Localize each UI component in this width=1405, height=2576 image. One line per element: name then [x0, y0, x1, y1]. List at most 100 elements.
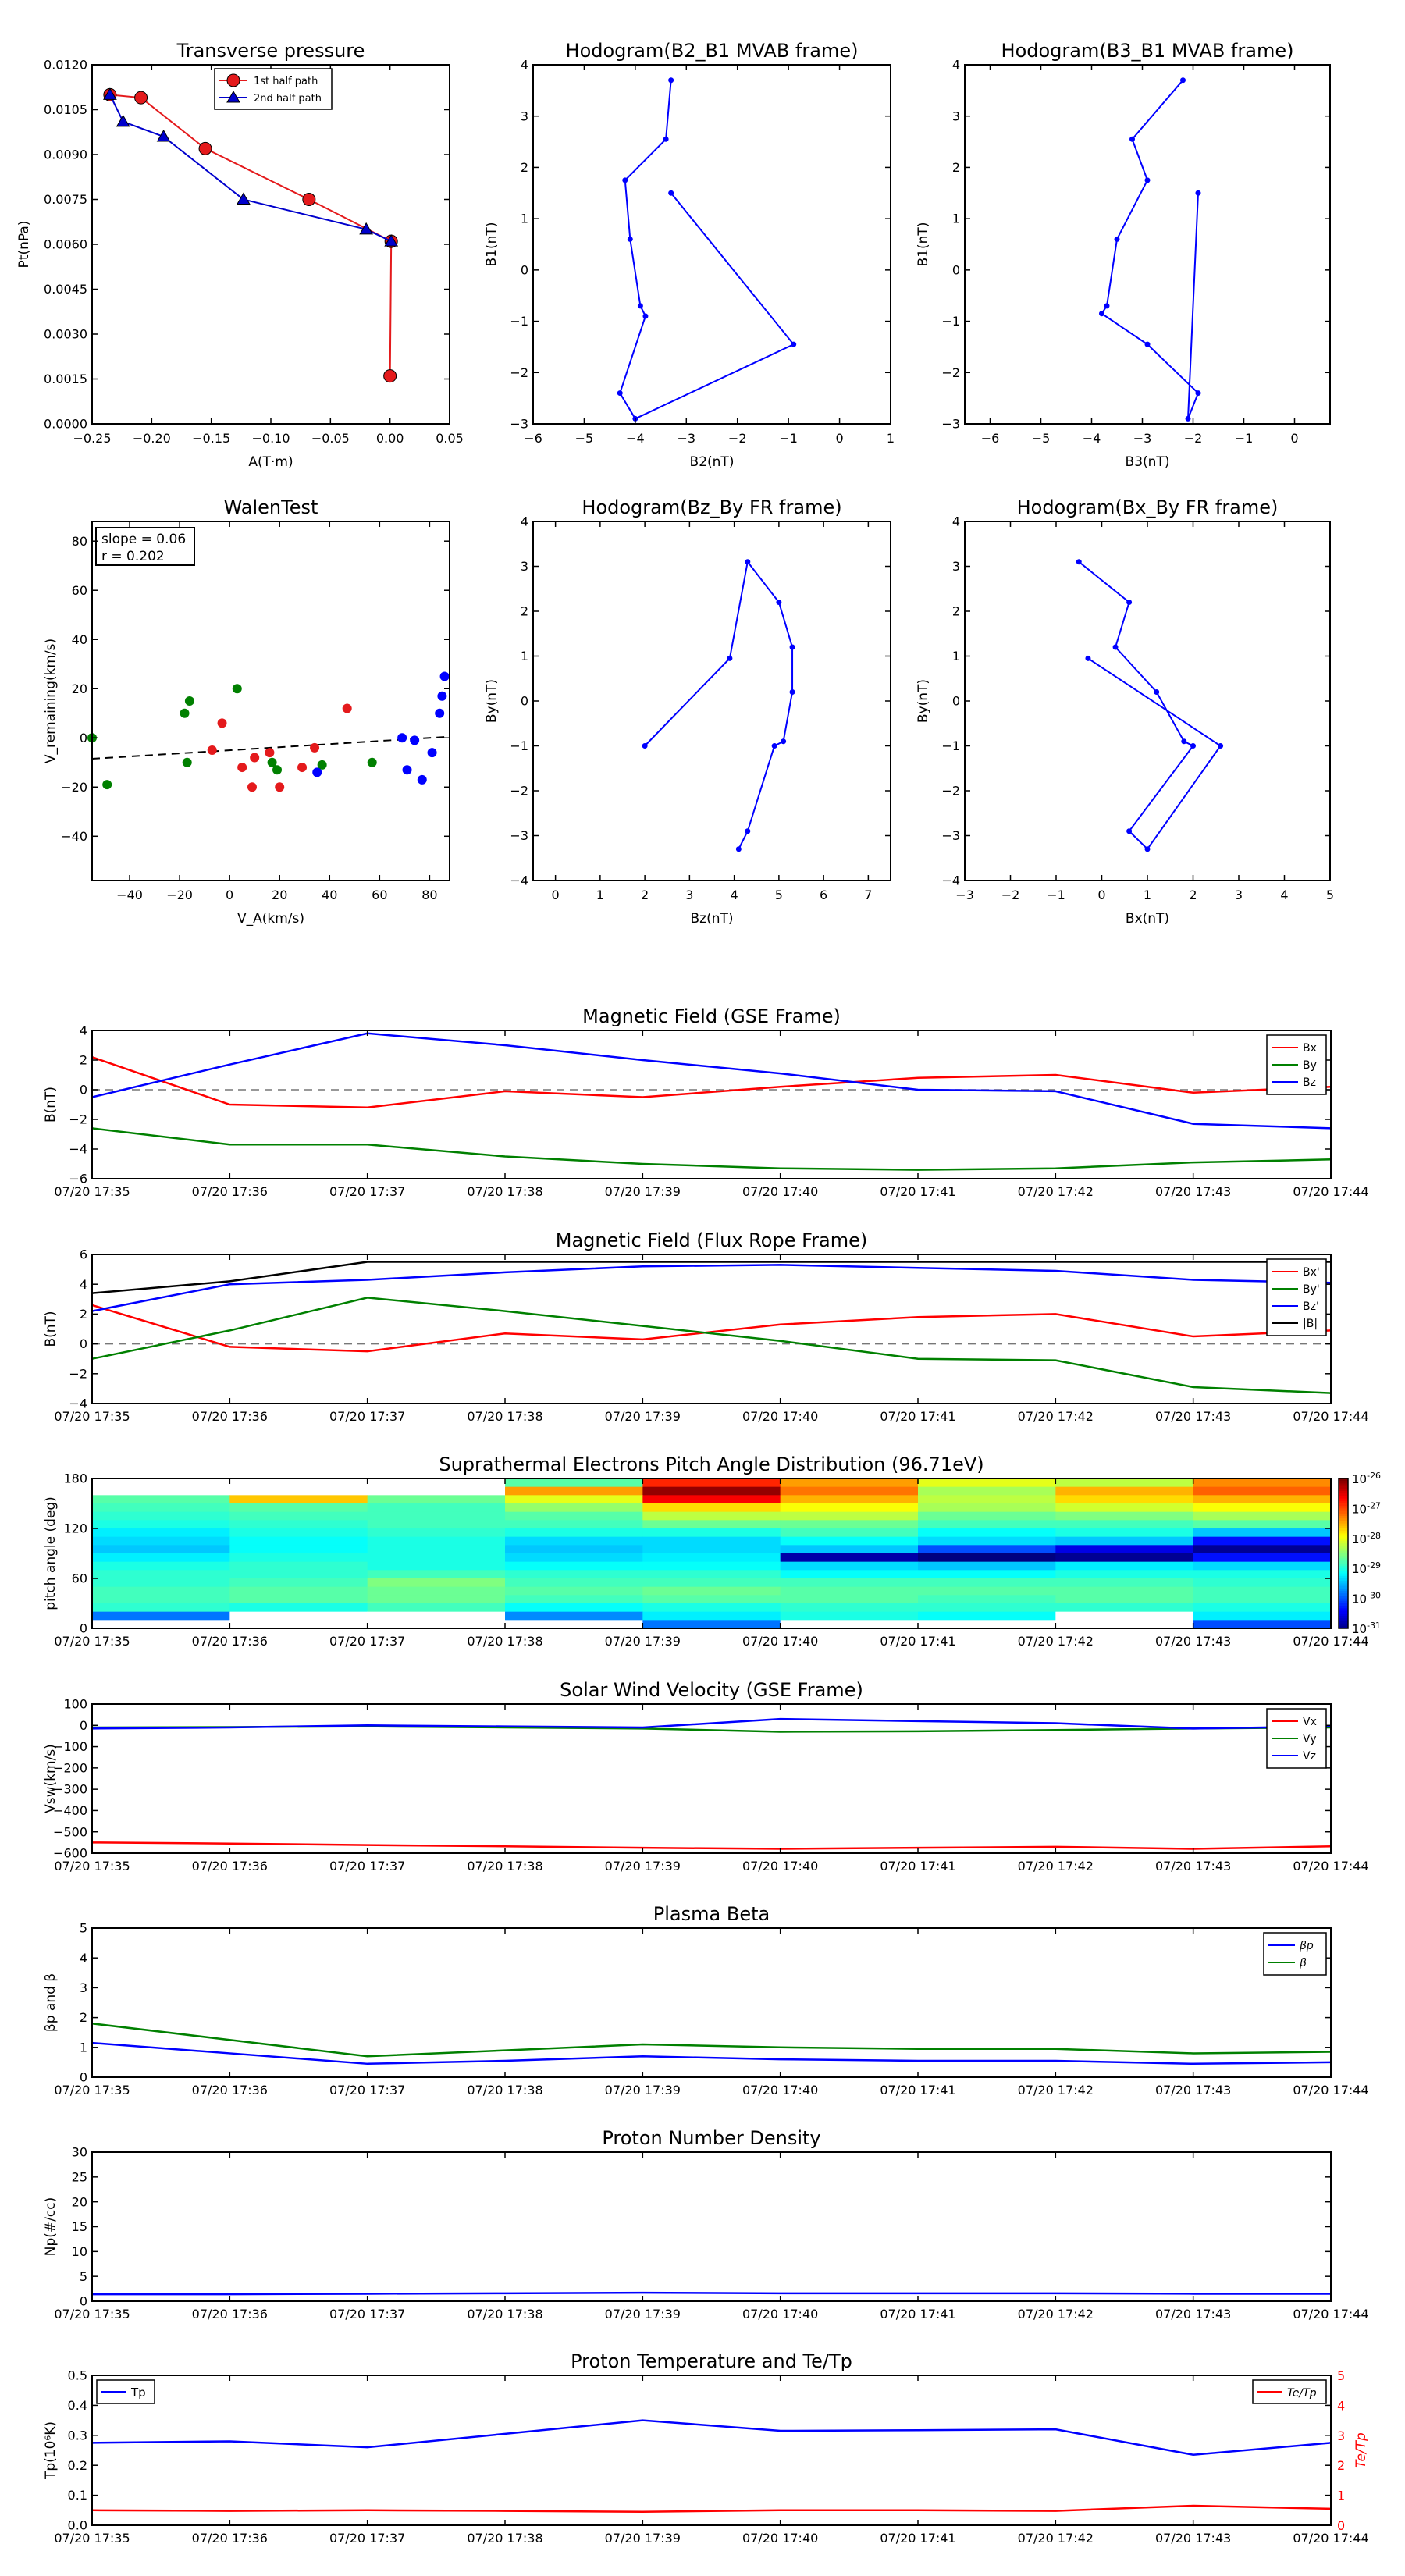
- colorbar-segment: [1339, 1516, 1348, 1519]
- x-tick-label: −3: [677, 431, 695, 446]
- heatmap-cell: [918, 1495, 1056, 1504]
- legend-label: Bx: [1303, 1042, 1317, 1055]
- heatmap-cell: [1193, 1520, 1332, 1529]
- x-tick-label: −20: [166, 888, 193, 902]
- time-tick-label: 07/20 17:41: [880, 2531, 955, 2546]
- x-tick-label: 0.00: [376, 431, 404, 446]
- y-tick-label: −3: [510, 417, 528, 432]
- y-axis-label: Np(#/cc): [43, 2197, 59, 2256]
- heatmap-cell: [505, 1570, 643, 1579]
- data-point: [1114, 236, 1120, 242]
- x-tick-label: −6: [524, 431, 542, 446]
- data-point: [1099, 311, 1104, 317]
- colorbar-segment: [1339, 1506, 1348, 1509]
- heatmap-cell: [229, 1495, 368, 1504]
- time-tick-label: 07/20 17:39: [605, 2083, 681, 2097]
- y-tick-label: −4: [941, 873, 960, 888]
- x-tick-label: 60: [372, 888, 387, 902]
- colorbar-tick-exponent: -27: [1367, 1500, 1381, 1510]
- series-line: [91, 2419, 1332, 2457]
- heatmap-cell: [229, 1486, 368, 1496]
- y-tick-label: 2: [521, 160, 528, 175]
- y-tick-label: −500: [53, 1824, 87, 1839]
- data-point: [1076, 559, 1082, 565]
- heatmap-cell: [367, 1553, 506, 1563]
- time-tick-label: 07/20 17:37: [329, 2083, 405, 2097]
- data-point: [617, 390, 623, 397]
- time-tick-label: 07/20 17:43: [1155, 1409, 1231, 1424]
- data-point: [1112, 644, 1119, 650]
- colorbar-tick-label: 10-31: [1352, 1621, 1381, 1636]
- chart-title: Suprathermal Electrons Pitch Angle Distr…: [439, 1453, 984, 1475]
- y-tick-label: −3: [510, 828, 528, 843]
- y-tick-label: 180: [63, 1471, 87, 1486]
- y-tick-label: 3: [80, 1980, 87, 1995]
- data-point: [226, 73, 240, 87]
- y-tick-label: 0.5: [68, 2368, 87, 2383]
- heatmap-cell: [367, 1478, 506, 1488]
- y-tick-label: 0: [80, 1336, 87, 1351]
- heatmap-cell: [918, 1561, 1056, 1571]
- colorbar-segment: [1339, 1556, 1348, 1559]
- chart-title: Hodogram(Bx_By FR frame): [1017, 496, 1279, 518]
- scatter-point: [342, 703, 352, 713]
- heatmap-cell: [1055, 1611, 1194, 1621]
- scatter-point: [397, 733, 407, 743]
- y-axis-label: V_remaining(km/s): [43, 639, 59, 763]
- scatter-point: [247, 782, 257, 792]
- time-tick-label: 07/20 17:41: [880, 1634, 955, 1649]
- y-tick-label: −2: [510, 784, 528, 799]
- y-tick-label: 4: [80, 1951, 87, 1966]
- legend-label: Vz: [1303, 1750, 1316, 1763]
- heatmap-cell: [918, 1553, 1056, 1563]
- heatmap-cell: [780, 1503, 919, 1513]
- x-tick-label: 6: [820, 888, 827, 902]
- heatmap-cell: [780, 1528, 919, 1538]
- colorbar-segment: [1339, 1606, 1348, 1609]
- data-point: [1218, 743, 1224, 749]
- time-tick-label: 07/20 17:37: [329, 1184, 405, 1199]
- scatter-point: [217, 718, 227, 728]
- heatmap-cell: [918, 1478, 1056, 1488]
- y-tick-label: 6: [80, 1247, 87, 1262]
- scatter-point: [250, 753, 260, 763]
- heatmap-cell: [1193, 1561, 1332, 1571]
- heatmap-cell: [229, 1528, 368, 1538]
- heatmap-cell: [918, 1545, 1056, 1554]
- y-tick-label: 2: [80, 1307, 87, 1322]
- time-tick-label: 07/20 17:36: [192, 1859, 268, 1873]
- colorbar-segment: [1339, 1560, 1348, 1564]
- y-tick-label: −2: [69, 1112, 87, 1127]
- data-point: [103, 87, 117, 100]
- time-tick-label: 07/20 17:43: [1155, 2083, 1231, 2097]
- heatmap-cell: [642, 1536, 781, 1546]
- y-tick-label: 0: [952, 262, 960, 277]
- scatter-point: [265, 748, 275, 758]
- heatmap-cell: [1055, 1553, 1194, 1563]
- y-tick-label: 5: [80, 1921, 87, 1936]
- heatmap-cell: [918, 1503, 1056, 1513]
- x-axis-label: V_A(km/s): [237, 911, 304, 927]
- colorbar-segment: [1339, 1591, 1348, 1594]
- x-tick-label: −5: [1032, 431, 1051, 446]
- data-point: [642, 313, 649, 319]
- colorbar-segment: [1339, 1508, 1348, 1512]
- fit-line: [91, 735, 450, 760]
- x-tick-label: 0: [835, 431, 843, 446]
- heatmap-cell: [1193, 1486, 1332, 1496]
- data-point: [668, 190, 674, 196]
- heatmap-cell: [367, 1586, 506, 1596]
- time-tick-label: 07/20 17:38: [467, 1184, 542, 1199]
- y-tick-label: 0: [80, 2294, 87, 2309]
- heatmap-cell: [780, 1578, 919, 1588]
- y-tick-label: 1: [952, 649, 960, 664]
- y-tick-label: −1: [510, 738, 528, 753]
- heatmap-cell: [505, 1495, 643, 1504]
- y-tick-label: 0.0090: [44, 148, 87, 162]
- time-tick-label: 07/20 17:42: [1018, 2307, 1094, 2322]
- colorbar-tick-exponent: -31: [1367, 1621, 1381, 1631]
- heatmap-cell: [1055, 1620, 1194, 1629]
- heatmap-cell: [229, 1611, 368, 1621]
- time-tick-label: 07/20 17:35: [54, 1634, 130, 1649]
- colorbar-segment: [1339, 1618, 1348, 1621]
